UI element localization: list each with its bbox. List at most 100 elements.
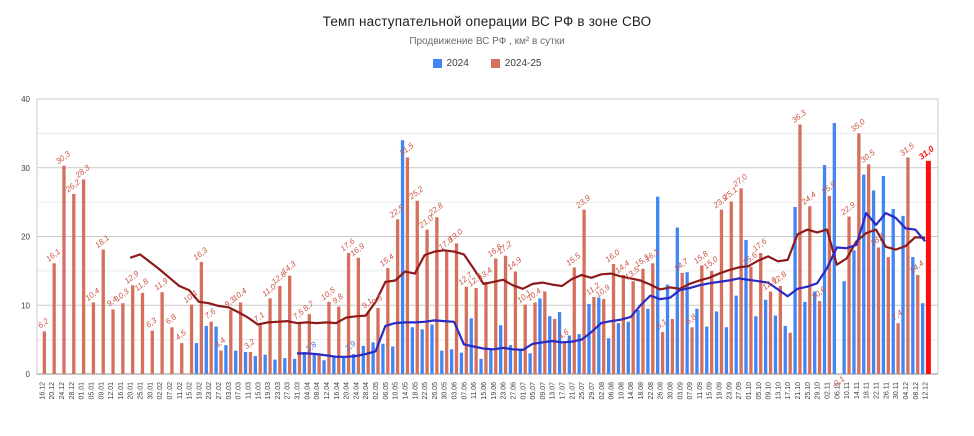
bar-2024-25[interactable] [592,297,596,374]
bar-2024-25[interactable] [651,263,655,374]
bar-2024-25[interactable] [788,332,792,374]
bar-2024[interactable] [449,349,454,374]
bar-2024[interactable] [489,349,493,374]
bar-2024[interactable] [224,345,228,374]
bar-2024-25[interactable] [621,275,625,374]
bar-2024[interactable] [518,349,522,374]
bar-2024-25[interactable] [72,193,76,374]
bar-2024[interactable] [410,327,415,374]
bar-2024-25[interactable] [268,298,272,374]
bar-2024-25[interactable] [582,209,586,374]
bar-2024-25[interactable] [739,188,743,374]
bar-2024-25[interactable] [435,217,439,374]
bar-2024-25[interactable] [150,330,154,374]
bar-2024[interactable] [420,329,424,374]
bar-2024[interactable] [901,215,905,374]
bar-2024[interactable] [832,123,836,374]
bar-2024-25[interactable] [386,268,390,374]
bar-2024[interactable] [656,196,660,374]
bar-2024-25[interactable] [307,314,311,374]
bar-2024-25[interactable] [258,325,262,374]
legend-item-2024[interactable]: 2024 [432,58,469,69]
bar-2024-25[interactable] [768,291,773,375]
bar-2024[interactable] [842,281,846,374]
bar-2024[interactable] [253,356,257,374]
bar-2024[interactable] [665,284,670,374]
bar-2024-25[interactable] [602,299,606,374]
bar-2024-25[interactable] [749,266,753,374]
bar-2024-25[interactable] [484,281,488,374]
bar-2024[interactable] [724,327,729,374]
bar-2024-25[interactable] [827,195,832,374]
bar-2024-25[interactable] [847,216,851,374]
bar-2024[interactable] [234,350,238,374]
bar-2024-25[interactable] [288,275,292,374]
bar-2024[interactable] [214,326,218,374]
bar-2024-25[interactable] [180,343,184,374]
bar-2024[interactable] [862,174,866,374]
bar-2024-25[interactable] [415,200,419,374]
bar-2024-25[interactable] [111,309,115,374]
bar-2024-25[interactable] [62,165,66,374]
bar-2024[interactable] [587,303,591,374]
bar-2024-25[interactable] [170,327,174,374]
bar-2024[interactable] [734,295,738,374]
bar-2024[interactable] [371,342,375,374]
bar-2024-25[interactable] [533,302,537,375]
bar-2024[interactable] [332,357,336,375]
bar-2024[interactable] [636,310,640,374]
bar-2024[interactable] [194,343,199,374]
bar-2024-25[interactable] [425,229,429,374]
bar-2024[interactable] [204,325,208,374]
bar-2024-25[interactable] [886,257,890,374]
bar-2024[interactable] [528,353,532,374]
bar-2024[interactable] [606,338,611,374]
bar-2024[interactable] [597,297,601,374]
bar-2024[interactable] [881,176,886,374]
bar-2024-25[interactable] [670,319,675,374]
bar-2024-25[interactable] [445,251,449,374]
bar-2024-25-highlight[interactable] [925,160,931,374]
bar-2024[interactable] [705,326,709,374]
bar-2024-25[interactable] [121,303,125,374]
bar-2024-25[interactable] [327,301,331,374]
bar-2024[interactable] [302,352,307,374]
bar-2024[interactable] [400,140,405,374]
bar-2024-25[interactable] [503,255,508,374]
bar-2024[interactable] [381,343,385,374]
bar-2024-25[interactable] [101,249,105,374]
bar-2024[interactable] [911,257,915,374]
bar-2024[interactable] [342,356,346,374]
bar-2024-25[interactable] [719,209,724,374]
bar-2024-25[interactable] [896,323,900,374]
bar-2024-25[interactable] [906,157,910,374]
bar-2024-25[interactable] [297,322,302,374]
bar-2024[interactable] [675,227,679,374]
bar-2024[interactable] [626,321,630,374]
bar-2024[interactable] [891,209,895,374]
bar-2024-25[interactable] [552,319,557,374]
bar-2024[interactable] [361,345,365,374]
bar-2024-25[interactable] [52,263,56,374]
bar-2024[interactable] [567,335,572,375]
bar-2024[interactable] [577,334,581,374]
bar-2024-25[interactable] [857,133,861,374]
bar-2024-25[interactable] [238,302,243,375]
bar-2024[interactable] [920,303,925,374]
bar-2024-25[interactable] [209,321,213,374]
bar-2024-25[interactable] [808,206,812,374]
bar-2024-25[interactable] [680,272,684,374]
bar-2024-25[interactable] [474,288,478,374]
bar-2024-25[interactable] [700,265,704,374]
bar-2024-25[interactable] [778,286,782,374]
bar-2024-25[interactable] [278,286,282,374]
bar-2024[interactable] [283,358,287,374]
bar-2024-25[interactable] [366,311,370,374]
bar-2024[interactable] [263,354,267,374]
bar-2024-25[interactable] [543,291,547,375]
bar-2024[interactable] [548,316,552,374]
bar-2024-25[interactable] [916,275,920,374]
bar-2024-25[interactable] [641,268,645,374]
bar-2024-25[interactable] [729,201,733,374]
bar-2024-25[interactable] [229,310,233,374]
